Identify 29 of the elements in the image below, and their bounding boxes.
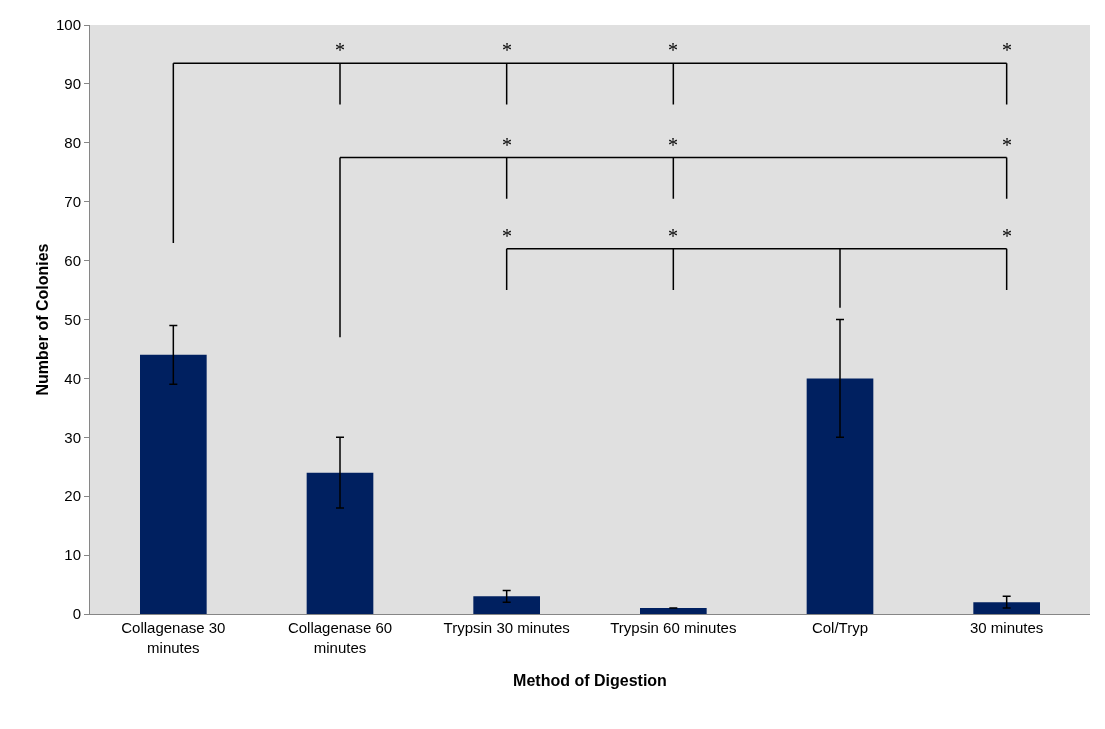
y-tick-label: 40 bbox=[64, 369, 81, 387]
annotation: * bbox=[1002, 134, 1012, 156]
x-tick-label: Trypsin 30 minutes bbox=[443, 619, 570, 636]
x-tick-label: Trypsin 60 minutes bbox=[610, 619, 737, 636]
y-tick-label: 50 bbox=[64, 310, 81, 328]
y-tick-label: 70 bbox=[64, 192, 81, 210]
annotation: * bbox=[1002, 39, 1012, 61]
y-axis-title: Number of Colonies bbox=[34, 243, 51, 396]
annotation: * bbox=[668, 225, 678, 247]
x-tick-label: Col/Tryp bbox=[811, 619, 869, 636]
y-tick-label: 100 bbox=[55, 16, 81, 34]
annotation: * bbox=[1002, 225, 1012, 247]
annotation: * bbox=[668, 134, 678, 156]
annotation: * bbox=[502, 134, 512, 156]
x-tick-label: 30 minutes bbox=[969, 619, 1044, 636]
x-axis-title: Method of Digestion bbox=[513, 672, 667, 690]
y-tick-label: 80 bbox=[64, 134, 81, 152]
y-tick-label: 0 bbox=[72, 605, 81, 623]
x-tick-label: Collagenase 60 minutes bbox=[287, 619, 393, 656]
y-tick-label: 90 bbox=[64, 75, 81, 93]
y-tick-label: 60 bbox=[64, 251, 81, 269]
annotation: * bbox=[668, 39, 678, 61]
x-tick-label: Collagenase 30 minutes bbox=[121, 619, 226, 656]
annotation: * bbox=[335, 39, 345, 61]
y-tick-label: 20 bbox=[64, 487, 81, 505]
annotation: * bbox=[502, 225, 512, 247]
y-tick-label: 30 bbox=[64, 428, 81, 446]
annotation: * bbox=[502, 39, 512, 61]
y-tick-label: 10 bbox=[64, 546, 81, 564]
